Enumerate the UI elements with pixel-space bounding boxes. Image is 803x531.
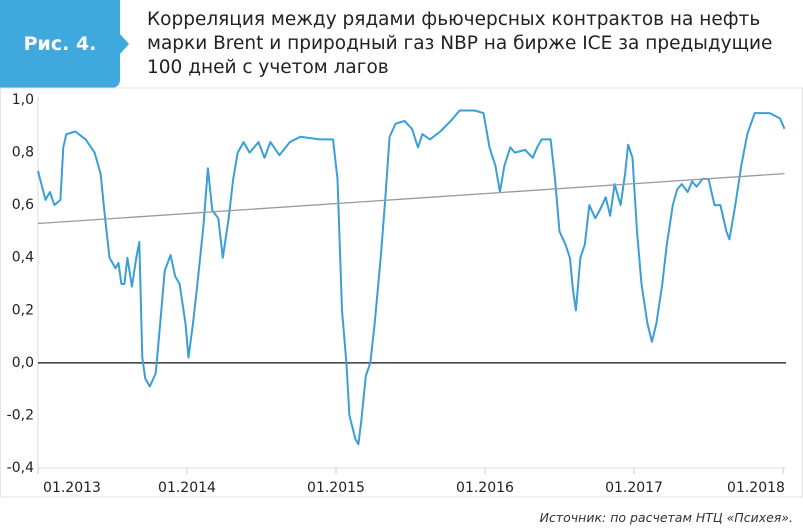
x-tick-label: 01.2015 — [307, 480, 365, 496]
figure-label: Рис. 4. — [0, 0, 120, 88]
y-tick-label: -0,4 — [7, 460, 34, 476]
y-tick-label: 1,0 — [12, 92, 34, 108]
source-note: Источник: по расчетам НТЦ «Психея». — [539, 510, 793, 525]
x-tick-label: 01.2013 — [43, 480, 101, 496]
y-tick-label: -0,2 — [7, 407, 34, 423]
x-tick-label: 01.2017 — [605, 480, 663, 496]
badge-arrow — [120, 34, 129, 54]
x-tick-label: 01.2016 — [456, 480, 514, 496]
y-tick-label: 0,0 — [12, 355, 34, 371]
frame — [0, 87, 803, 498]
y-tick-label: 0,2 — [12, 302, 34, 318]
chart-title: Корреляция между рядами фьючерсных контр… — [147, 9, 773, 78]
y-tick-label: 0,4 — [12, 250, 34, 266]
y-tick-label: 0,6 — [12, 197, 34, 213]
series-line — [37, 172, 785, 225]
x-tick-label: 01.2014 — [158, 480, 216, 496]
series-line — [37, 109, 786, 446]
y-tick-label: 0,8 — [12, 145, 34, 161]
x-tick-label: 01.2018 — [727, 480, 785, 496]
